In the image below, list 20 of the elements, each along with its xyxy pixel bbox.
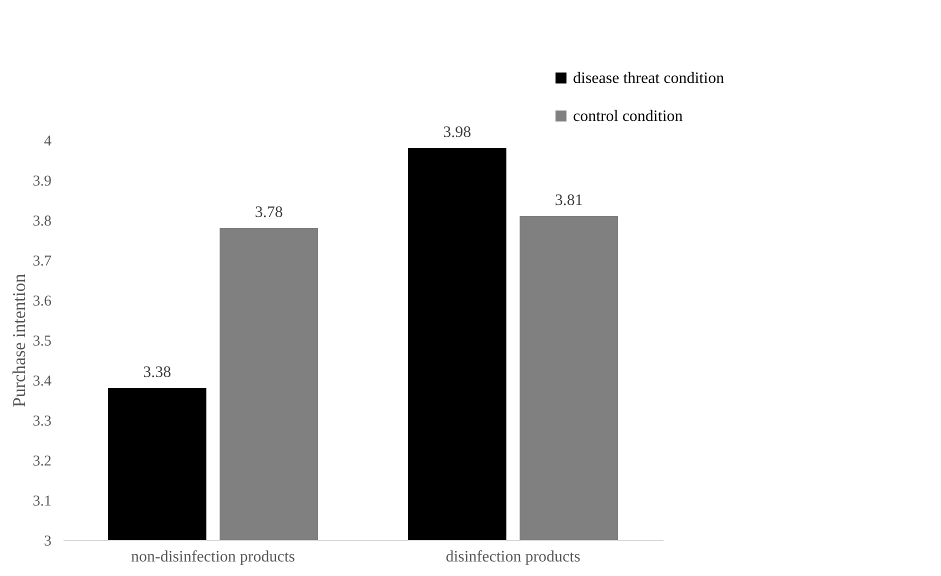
y-tick-label: 3.7: [32, 254, 52, 270]
data-label: 3.98: [443, 124, 472, 141]
y-tick-label: 3.4: [32, 374, 52, 390]
x-tick-label: non-disinfection products: [131, 548, 295, 566]
y-tick-label: 4: [44, 134, 52, 150]
y-tick-label: 3.1: [32, 494, 52, 510]
y-tick-label: 3.2: [32, 454, 52, 470]
y-axis-title: Purchase intention: [8, 274, 29, 408]
y-tick-label: 3.6: [32, 294, 52, 310]
data-label: 3.38: [143, 364, 172, 381]
legend-label: disease threat condition: [573, 70, 724, 87]
y-tick-label: 3.3: [32, 414, 52, 430]
y-tick-label: 3.5: [32, 334, 52, 350]
y-tick-label: 3.9: [32, 174, 52, 190]
y-tick-label: 3: [44, 534, 52, 550]
y-tick-label: 3.8: [32, 214, 52, 230]
x-tick-label: disinfection products: [446, 548, 580, 566]
legend-label: control condition: [573, 108, 683, 125]
data-label: 3.81: [554, 192, 583, 209]
data-label: 3.78: [254, 204, 283, 221]
